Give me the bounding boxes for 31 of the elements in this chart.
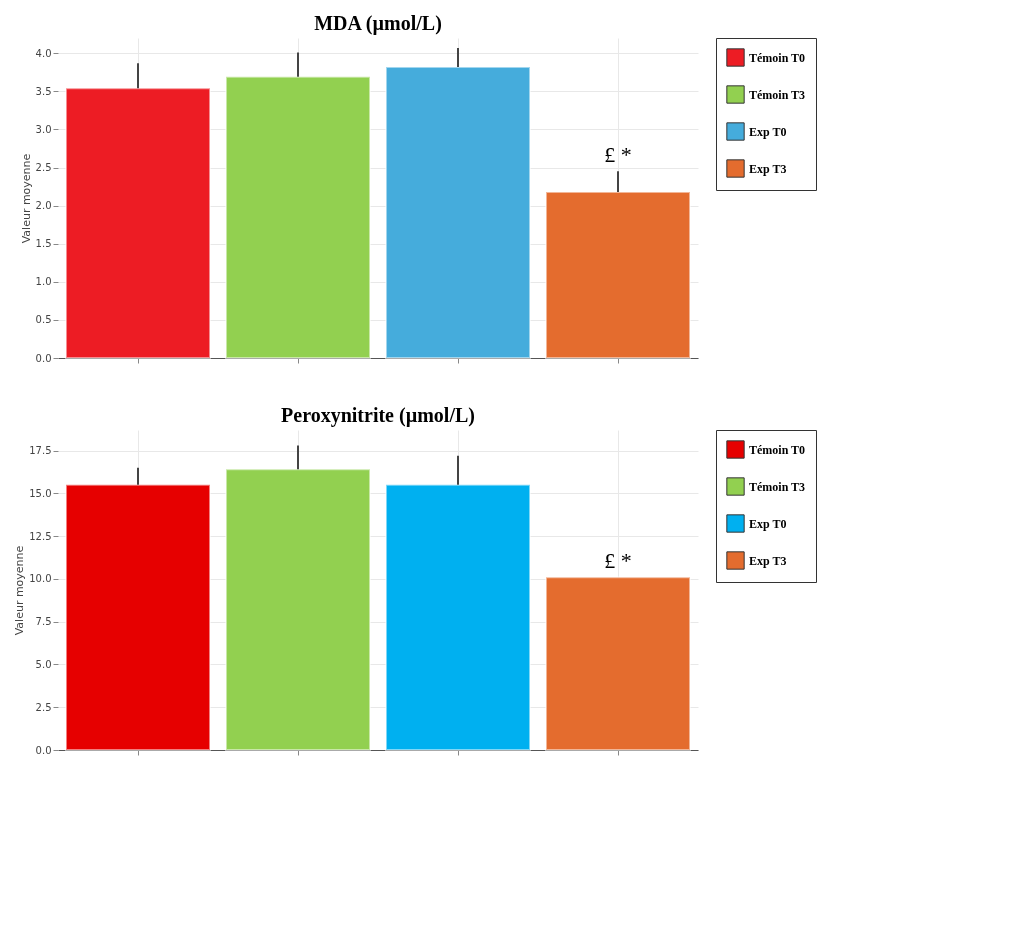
y-tick-label: 1.0 [35,276,52,288]
y-tick-label: 4.0 [35,47,52,59]
y-tick-label: 3.5 [35,85,52,97]
legend-label: Exp T0 [749,516,787,531]
y-tick-label: 1.5 [35,238,52,250]
y-tick-label: 5.0 [35,658,52,670]
chart-title: MDA (µmol/L) [314,11,442,35]
annotation: £ * [604,548,632,574]
y-tick-label: 17.5 [29,445,52,457]
legend-label: Témoin T3 [749,479,806,494]
annotation: £ * [604,142,632,168]
y-tick-label: 0.0 [35,744,52,756]
chart-title: Peroxynitrite (µmol/L) [281,403,475,427]
legend-label: Exp T3 [749,161,787,176]
y-tick-label: 15.0 [29,487,52,499]
legend-label: Exp T0 [749,124,787,139]
y-axis-title: Valeur moyenne [13,545,27,636]
y-tick-label: 7.5 [35,616,52,628]
y-tick-label: 0.0 [35,352,52,364]
y-axis-title: Valeur moyenne [19,153,33,244]
legend-label: Témoin T3 [749,87,806,102]
y-tick-label: 2.0 [35,200,52,212]
y-tick-label: 0.5 [35,314,52,326]
y-tick-label: 3.0 [35,123,52,135]
y-tick-label: 2.5 [35,162,52,174]
y-tick-label: 12.5 [29,530,52,542]
y-tick-label: 10.0 [29,573,52,585]
legend-label: Témoin T0 [749,50,806,65]
legend-label: Témoin T0 [749,442,806,457]
legend-label: Exp T3 [749,553,787,568]
y-tick-label: 2.5 [35,701,52,713]
